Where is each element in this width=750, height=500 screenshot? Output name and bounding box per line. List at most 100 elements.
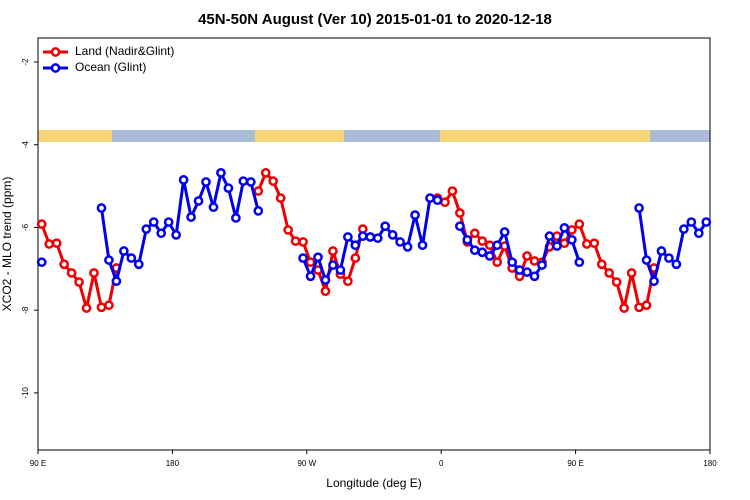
data-point	[320, 275, 331, 285]
data-point	[253, 206, 264, 216]
data-point	[387, 230, 398, 240]
data-point	[492, 240, 503, 251]
data-point	[469, 245, 480, 256]
data-point	[440, 197, 450, 208]
legend-marker	[50, 63, 61, 73]
data-point	[104, 300, 114, 311]
data-point	[208, 202, 219, 213]
data-point	[365, 232, 376, 242]
data-point	[231, 213, 241, 223]
data-point	[552, 241, 562, 251]
y-tick-label: -2	[21, 58, 30, 66]
data-point	[559, 223, 570, 233]
data-point	[611, 277, 622, 287]
ocean-band	[650, 130, 710, 142]
data-point	[275, 193, 286, 203]
y-tick-label: -10	[21, 387, 30, 399]
data-point	[268, 176, 279, 186]
plot-frame	[37, 37, 711, 451]
land-band	[255, 130, 344, 142]
land-ocean-strip	[38, 130, 710, 142]
data-point	[567, 225, 577, 235]
data-point	[253, 186, 264, 196]
data-point	[36, 257, 47, 268]
data-point	[567, 235, 577, 245]
data-point	[522, 267, 532, 277]
data-point	[596, 259, 607, 270]
data-point	[59, 259, 69, 270]
data-point	[693, 228, 704, 239]
y-tick-label: -8	[21, 306, 30, 314]
data-point	[634, 302, 644, 313]
data-point	[119, 246, 129, 256]
data-point	[126, 253, 137, 263]
data-point	[283, 225, 293, 235]
data-point	[305, 257, 316, 268]
data-point	[193, 196, 204, 206]
data-point	[290, 236, 301, 246]
data-point	[499, 227, 510, 237]
land-band	[38, 130, 112, 142]
data-point	[201, 177, 211, 187]
data-point	[604, 268, 615, 278]
data-point	[559, 238, 570, 249]
data-point	[455, 221, 465, 232]
ocean-band	[112, 130, 255, 142]
chart-title: 45N-50N August (Ver 10) 2015-01-01 to 20…	[198, 11, 552, 28]
data-point	[522, 251, 532, 261]
data-point	[178, 175, 189, 185]
data-point	[484, 240, 495, 251]
data-point	[574, 219, 585, 229]
data-point	[372, 233, 383, 244]
data-point	[380, 221, 391, 232]
x-axis-label: Longitude (deg E)	[326, 476, 421, 490]
legend-marker	[50, 47, 61, 57]
data-point	[305, 271, 316, 282]
data-point	[641, 255, 652, 265]
data-point	[223, 183, 234, 194]
data-point	[701, 217, 712, 227]
data-point	[477, 236, 488, 246]
data-point	[51, 238, 62, 249]
y-axis-label: XCO2 - MLO trend (ppm)	[0, 177, 14, 312]
data-point	[96, 302, 107, 313]
data-point	[425, 193, 435, 203]
data-point	[447, 186, 458, 196]
legend-label: Ocean (Glint)	[75, 60, 146, 74]
data-point	[686, 217, 697, 227]
data-point	[313, 252, 323, 263]
data-point	[537, 260, 547, 270]
data-point	[492, 257, 503, 268]
data-point	[238, 176, 249, 186]
data-point	[343, 276, 353, 287]
data-point	[574, 257, 585, 268]
data-point	[320, 286, 331, 297]
data-point	[671, 259, 682, 270]
data-point	[111, 276, 122, 287]
data-point	[148, 217, 159, 227]
data-point	[186, 212, 196, 222]
y-tick-label: -4	[21, 141, 30, 149]
data-point	[171, 230, 181, 240]
data-point	[581, 239, 592, 249]
land-band	[440, 130, 650, 142]
data-point	[626, 268, 637, 278]
data-point	[402, 242, 413, 252]
data-point	[634, 203, 644, 213]
data-point	[410, 210, 420, 220]
data-point	[328, 260, 338, 270]
data-point	[357, 231, 368, 241]
data-point	[36, 219, 47, 229]
data-point	[641, 300, 652, 311]
data-point	[81, 303, 92, 313]
data-point	[156, 228, 167, 239]
data-point	[529, 256, 540, 266]
data-point	[141, 224, 152, 234]
data-point	[664, 253, 674, 263]
data-point	[350, 253, 361, 263]
x-tick-label: 180	[166, 459, 180, 468]
data-point	[260, 168, 271, 178]
data-point	[335, 265, 346, 275]
data-point	[328, 246, 338, 256]
